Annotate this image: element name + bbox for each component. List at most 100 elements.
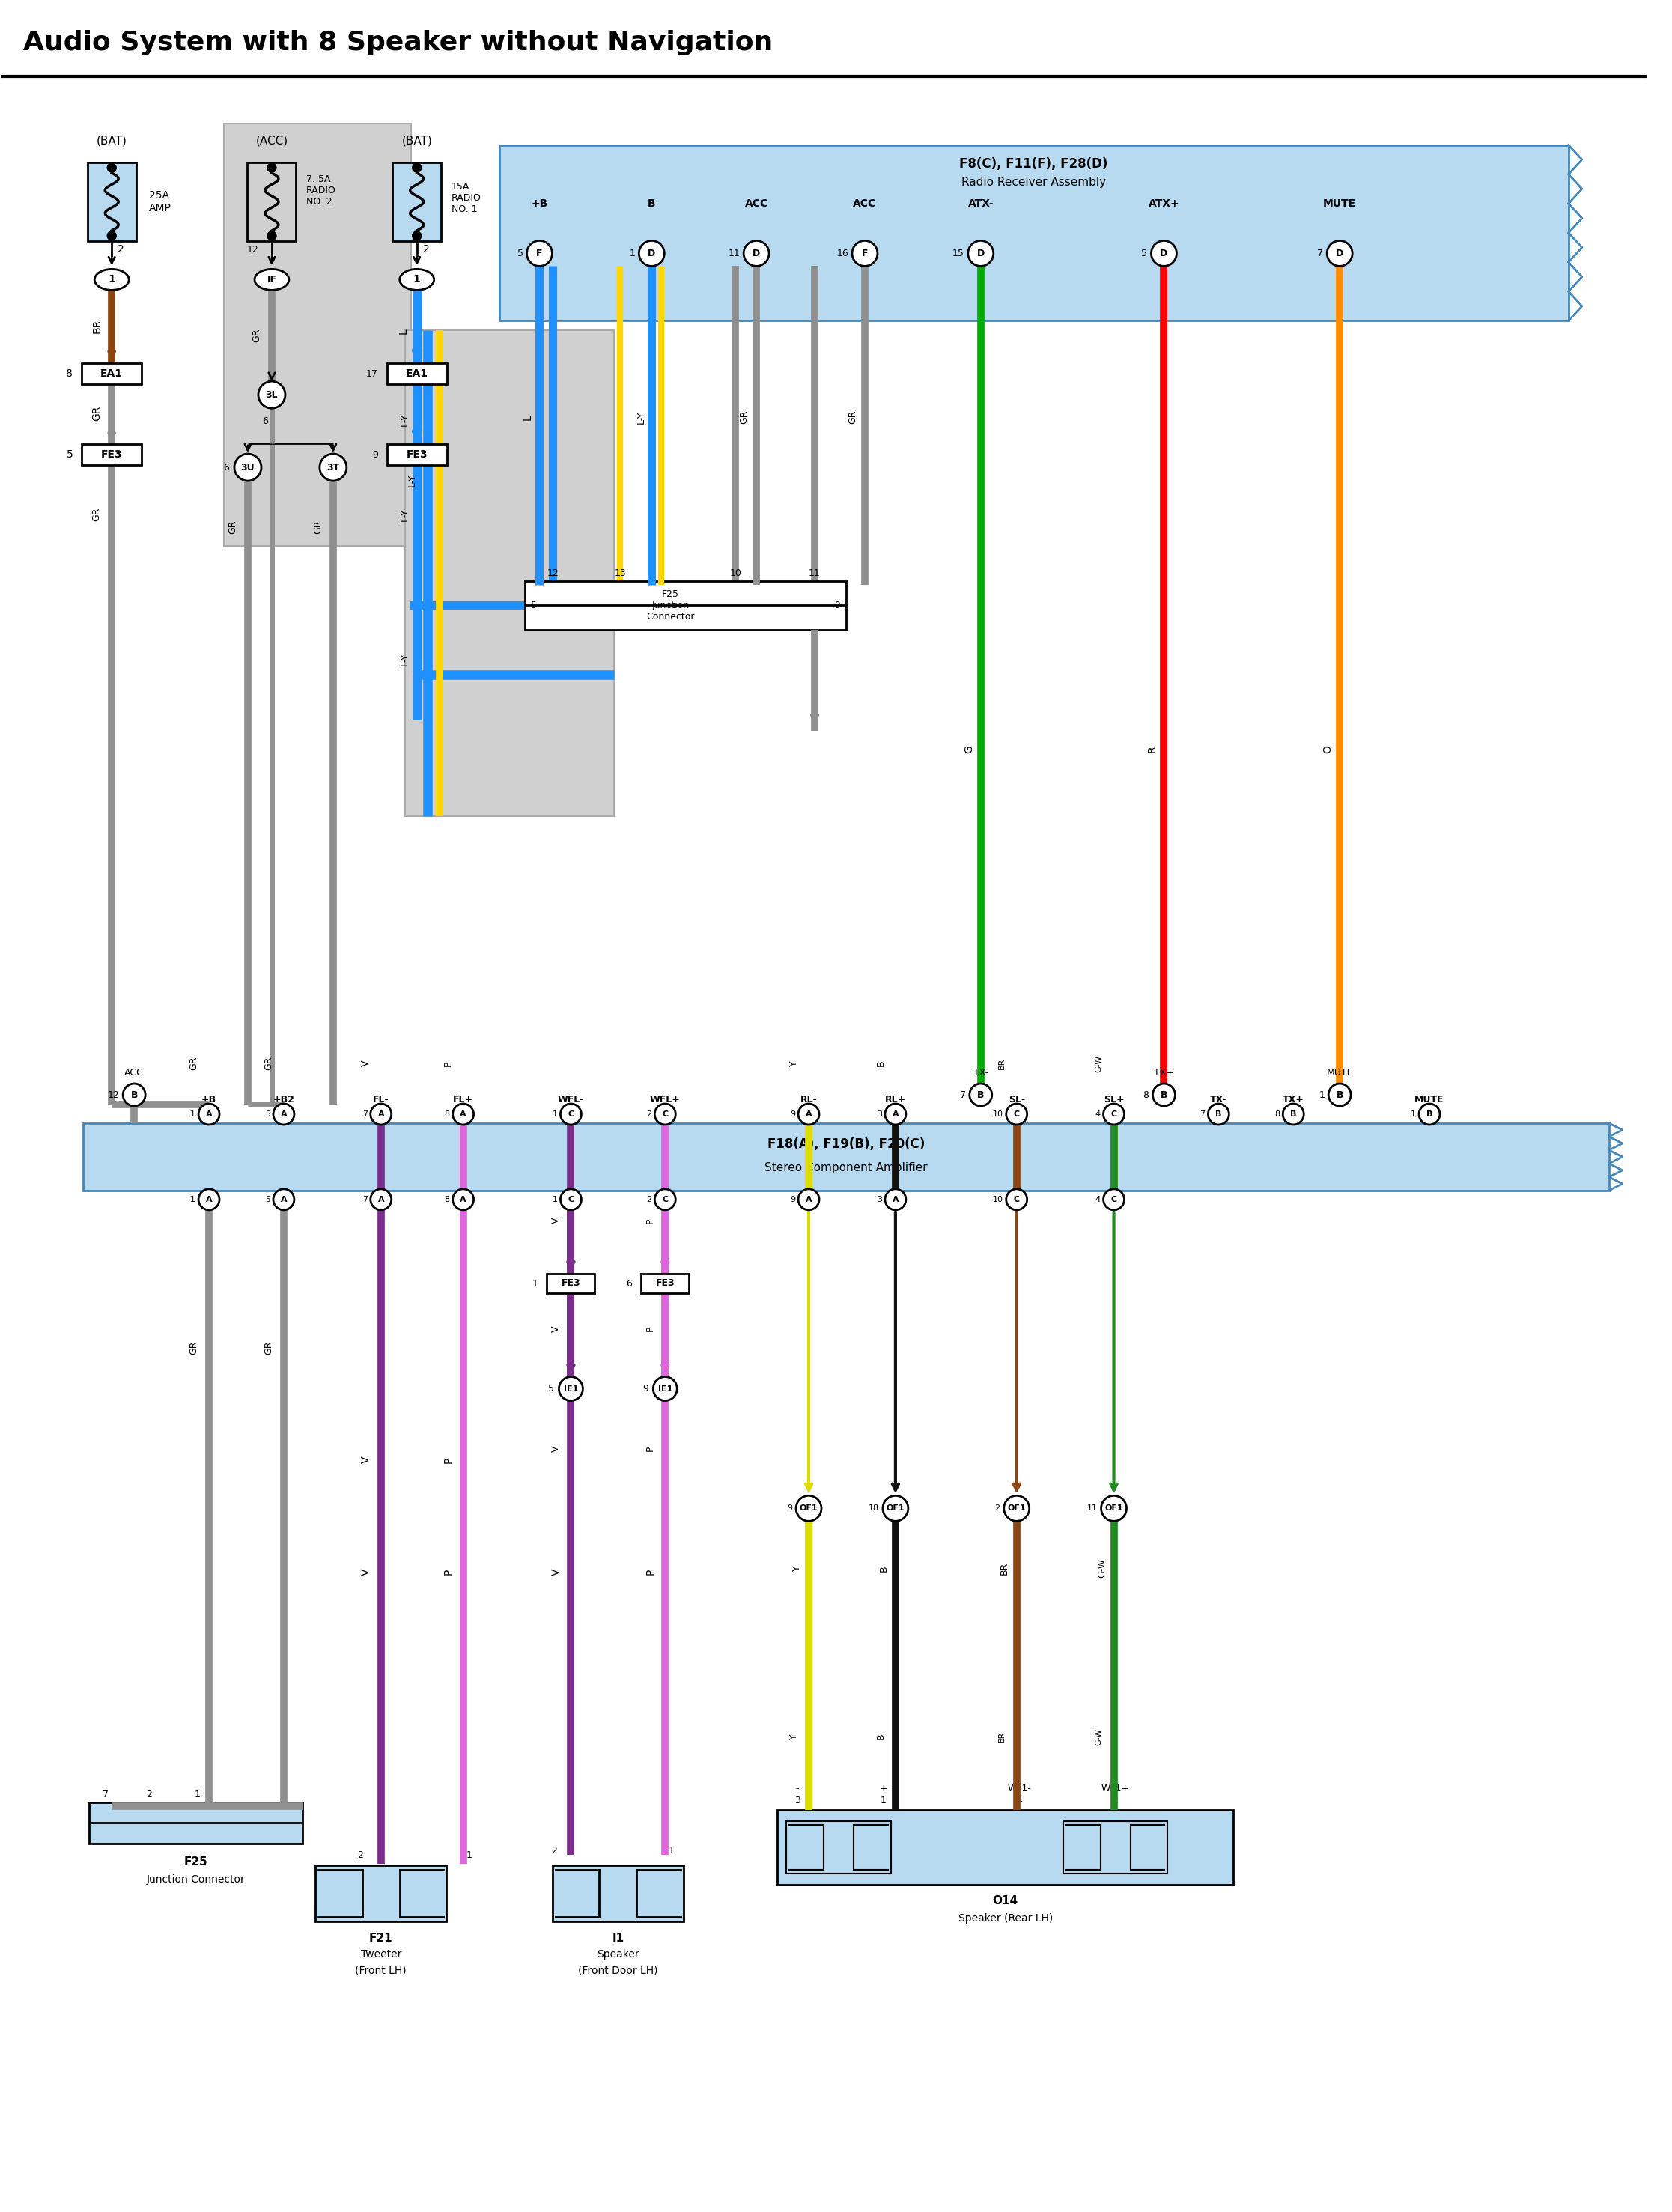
Text: P: P [645,1217,655,1223]
Bar [1063,1820,1167,1874]
Text: 2: 2 [145,1790,152,1801]
Circle shape [107,232,117,241]
Text: WF1-: WF1- [1008,1783,1032,1794]
Text: (BAT): (BAT) [97,135,127,146]
Text: WFL-: WFL- [558,1095,584,1104]
Text: 25A
AMP: 25A AMP [149,190,172,212]
Text: TX+: TX+ [1282,1095,1304,1104]
Bar [87,161,135,241]
Text: Y: Y [789,1734,799,1739]
Text: GR: GR [848,409,858,425]
Text: MUTE: MUTE [1326,1068,1353,1077]
Text: F25
Junction
Connector: F25 Junction Connector [645,588,694,622]
Text: 2: 2 [552,1845,557,1856]
Circle shape [639,241,664,265]
Text: L-Y: L-Y [400,509,410,522]
Text: GR: GR [189,1057,199,1071]
Text: L-Y: L-Y [400,653,410,666]
Text: FE3: FE3 [655,1279,675,1287]
Bar [500,146,1568,321]
Text: ACC: ACC [744,199,767,208]
Text: BR: BR [998,1730,1005,1743]
Circle shape [968,241,993,265]
Circle shape [558,1376,584,1400]
Text: 3: 3 [794,1796,801,1805]
Text: IF: IF [268,274,276,285]
Circle shape [1329,1084,1351,1106]
Text: 10: 10 [729,568,741,577]
Text: RL+: RL+ [884,1095,906,1104]
Ellipse shape [254,270,289,290]
Circle shape [371,1190,391,1210]
Circle shape [234,453,261,480]
Circle shape [1104,1190,1124,1210]
Circle shape [655,1104,675,1124]
Circle shape [970,1084,991,1106]
Text: OF1: OF1 [1008,1504,1027,1513]
Circle shape [1104,1104,1124,1124]
Text: C: C [1013,1197,1020,1203]
Text: 4: 4 [1095,1110,1100,1117]
Circle shape [1209,1104,1229,1124]
Bar [547,1274,595,1294]
Text: P: P [645,1568,655,1575]
Text: OF1: OF1 [886,1504,905,1513]
Circle shape [798,1190,819,1210]
Circle shape [796,1495,821,1522]
Text: Tweeter: Tweeter [361,1949,401,1960]
Bar [405,330,614,816]
Text: ACC: ACC [853,199,876,208]
Text: 5: 5 [1142,248,1147,259]
Text: 8: 8 [1144,1091,1149,1099]
Bar [84,1124,1608,1190]
Bar [89,1803,303,1843]
Text: 10: 10 [993,1110,1003,1117]
Text: C: C [568,1110,573,1117]
Text: B: B [647,199,655,208]
Text: 5: 5 [266,1197,271,1203]
Text: 3U: 3U [241,462,254,471]
Bar [393,161,441,241]
Text: ACC: ACC [124,1068,144,1077]
Text: F: F [537,248,543,259]
Text: (ACC): (ACC) [256,135,288,146]
Circle shape [884,1190,906,1210]
Text: ATX-: ATX- [968,199,993,208]
Circle shape [413,164,421,173]
Text: 2: 2 [995,1504,1000,1513]
Circle shape [199,1190,219,1210]
Text: FE3: FE3 [406,449,428,460]
Text: P: P [443,1458,453,1462]
Text: 4: 4 [1095,1197,1100,1203]
Text: 9: 9 [373,449,378,460]
Circle shape [1003,1495,1030,1522]
Text: P: P [443,1060,453,1066]
Text: 5: 5 [517,248,523,259]
Text: 1: 1 [532,1279,538,1290]
Text: FE3: FE3 [100,449,122,460]
Text: Y: Y [789,1060,799,1066]
Text: GR: GR [227,520,237,533]
Text: 8: 8 [67,369,74,378]
Text: 7: 7 [1318,248,1323,259]
Text: 9: 9 [789,1197,796,1203]
Circle shape [319,453,346,480]
Text: 11: 11 [727,248,741,259]
Text: 2: 2 [358,1849,363,1860]
Text: 3: 3 [876,1110,883,1117]
Text: TX-: TX- [1211,1095,1227,1104]
Text: 11: 11 [1087,1504,1097,1513]
Text: 11: 11 [809,568,821,577]
Text: 9: 9 [642,1385,649,1394]
Text: 1: 1 [1411,1110,1416,1117]
Circle shape [884,1104,906,1124]
Text: A: A [806,1197,813,1203]
Text: F18(A), F19(B), F20(C): F18(A), F19(B), F20(C) [767,1137,925,1150]
Text: 5: 5 [67,449,74,460]
Text: 9: 9 [789,1110,796,1117]
Bar [525,582,846,630]
Text: 4: 4 [1017,1796,1023,1805]
Text: V: V [552,1325,560,1332]
Text: 2: 2 [1112,1796,1119,1805]
Text: OF1: OF1 [1105,1504,1124,1513]
